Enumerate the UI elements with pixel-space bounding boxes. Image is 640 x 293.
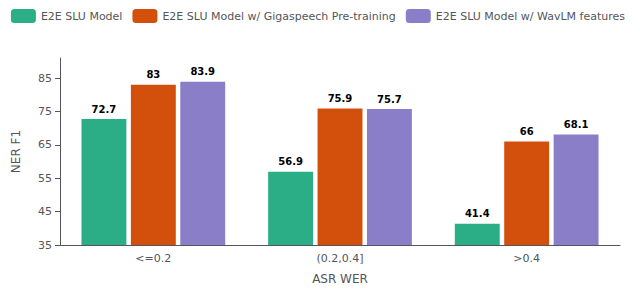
svg-text:35: 35	[38, 239, 52, 252]
svg-text:ASR WER: ASR WER	[312, 272, 368, 286]
svg-text:75.9: 75.9	[328, 93, 353, 104]
svg-text:<=0.2: <=0.2	[135, 252, 171, 265]
svg-text:E2E SLU Model w/ WavLM feature: E2E SLU Model w/ WavLM features	[436, 10, 625, 23]
svg-text:75.7: 75.7	[377, 94, 402, 105]
svg-text:72.7: 72.7	[92, 104, 117, 115]
svg-text:83: 83	[146, 69, 160, 80]
svg-text:NER F1: NER F1	[9, 130, 23, 173]
svg-text:56.9: 56.9	[278, 156, 303, 167]
svg-text:65: 65	[38, 138, 52, 151]
svg-text:E2E SLU Model: E2E SLU Model	[41, 10, 123, 23]
svg-text:68.1: 68.1	[564, 119, 589, 130]
svg-text:(0.2,0.4]: (0.2,0.4]	[316, 252, 363, 265]
svg-text:45: 45	[38, 205, 52, 218]
svg-text:83.9: 83.9	[190, 66, 215, 77]
svg-text:75: 75	[38, 105, 52, 118]
svg-text:>0.4: >0.4	[513, 252, 540, 265]
svg-text:55: 55	[38, 172, 52, 185]
svg-text:66: 66	[520, 126, 534, 137]
svg-text:E2E SLU Model w/ Gigaspeech Pr: E2E SLU Model w/ Gigaspeech Pre-training	[162, 10, 395, 23]
svg-text:85: 85	[38, 72, 52, 85]
svg-text:41.4: 41.4	[465, 208, 490, 219]
